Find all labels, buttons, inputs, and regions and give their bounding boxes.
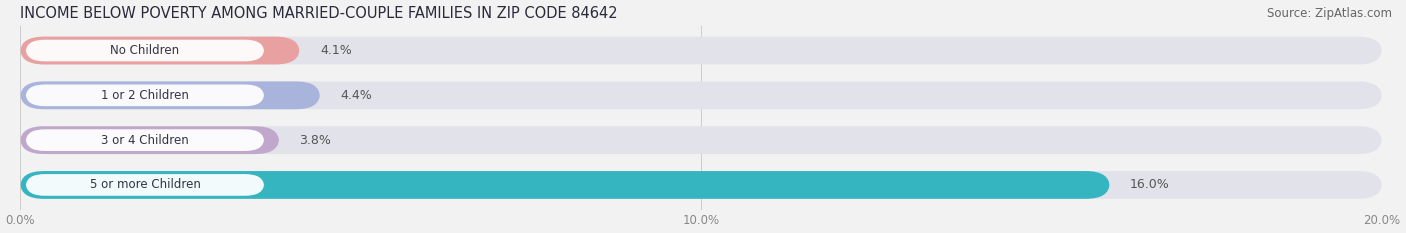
Text: 16.0%: 16.0% — [1130, 178, 1170, 192]
FancyBboxPatch shape — [20, 82, 321, 109]
FancyBboxPatch shape — [20, 126, 1382, 154]
FancyBboxPatch shape — [20, 171, 1109, 199]
FancyBboxPatch shape — [20, 171, 1382, 199]
Text: No Children: No Children — [111, 44, 180, 57]
Text: 3.8%: 3.8% — [299, 134, 332, 147]
Text: 3 or 4 Children: 3 or 4 Children — [101, 134, 188, 147]
Text: 4.4%: 4.4% — [340, 89, 373, 102]
FancyBboxPatch shape — [20, 37, 299, 64]
FancyBboxPatch shape — [20, 82, 1382, 109]
FancyBboxPatch shape — [25, 129, 264, 151]
FancyBboxPatch shape — [25, 174, 264, 196]
FancyBboxPatch shape — [25, 85, 264, 106]
Text: 5 or more Children: 5 or more Children — [90, 178, 201, 192]
FancyBboxPatch shape — [25, 40, 264, 61]
Text: 4.1%: 4.1% — [321, 44, 352, 57]
FancyBboxPatch shape — [20, 37, 1382, 64]
Text: Source: ZipAtlas.com: Source: ZipAtlas.com — [1267, 7, 1392, 20]
FancyBboxPatch shape — [20, 126, 278, 154]
Text: INCOME BELOW POVERTY AMONG MARRIED-COUPLE FAMILIES IN ZIP CODE 84642: INCOME BELOW POVERTY AMONG MARRIED-COUPL… — [20, 6, 619, 21]
Text: 1 or 2 Children: 1 or 2 Children — [101, 89, 188, 102]
